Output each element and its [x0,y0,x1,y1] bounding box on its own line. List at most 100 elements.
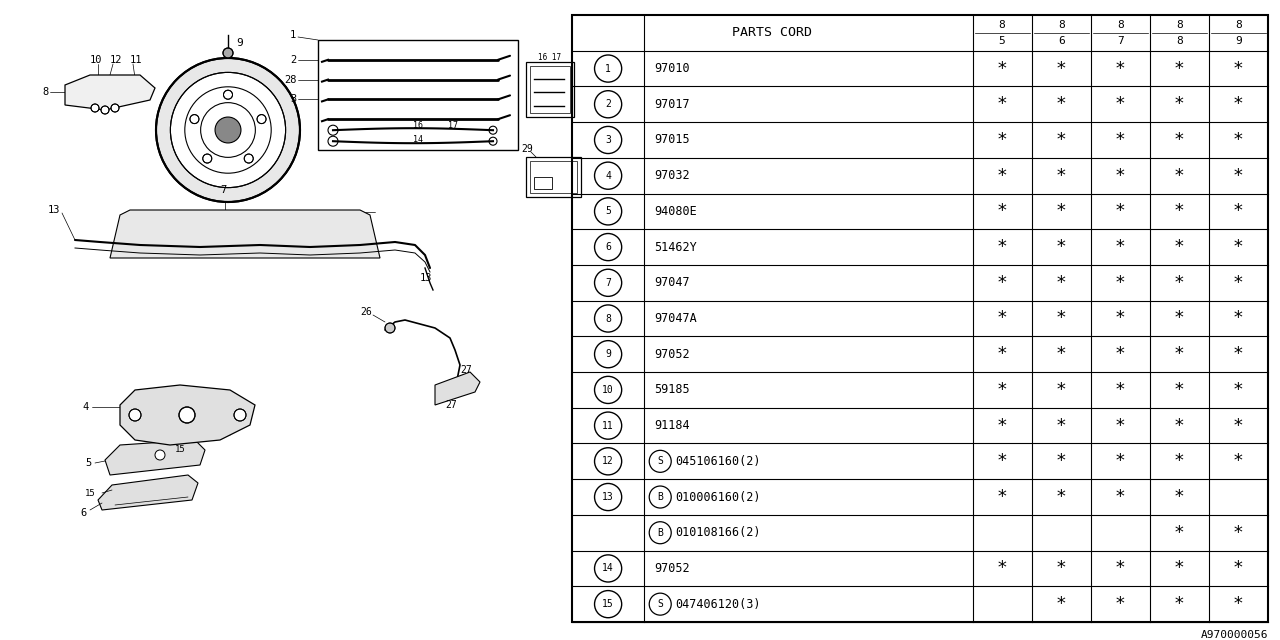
Text: *: * [1056,202,1066,220]
Text: 28: 28 [284,75,297,84]
Circle shape [385,323,396,333]
Text: *: * [1115,559,1125,577]
Text: 97017: 97017 [654,98,690,111]
Text: 16 17: 16 17 [539,52,562,61]
Text: 11: 11 [131,55,142,65]
Text: *: * [997,238,1007,256]
Text: *: * [997,345,1007,364]
Text: A970000056: A970000056 [1201,630,1268,640]
Text: *: * [1056,60,1066,77]
Text: 17: 17 [448,122,458,131]
Circle shape [170,72,285,188]
Polygon shape [110,210,380,258]
Text: *: * [1174,60,1185,77]
Text: *: * [997,166,1007,185]
Text: *: * [1233,202,1244,220]
Text: 8: 8 [998,20,1006,30]
Polygon shape [65,75,155,110]
Text: 10: 10 [602,385,614,395]
Circle shape [111,104,119,112]
Text: *: * [1056,381,1066,399]
Bar [526,157,581,197]
Text: 13: 13 [420,273,433,283]
Text: 8: 8 [605,314,611,323]
Bar [317,40,518,150]
Polygon shape [120,385,255,445]
Text: 4: 4 [605,171,611,180]
Text: 15: 15 [602,599,614,609]
Text: *: * [997,60,1007,77]
Text: *: * [997,381,1007,399]
Text: *: * [1233,131,1244,149]
Text: *: * [1174,524,1185,541]
Text: *: * [1056,559,1066,577]
Bar [530,66,570,113]
Text: *: * [1056,310,1066,328]
Text: *: * [1174,274,1185,292]
Text: S: S [658,599,663,609]
Text: 8: 8 [1176,36,1183,45]
Text: *: * [1233,310,1244,328]
Text: *: * [1115,345,1125,364]
Text: 97047A: 97047A [654,312,698,325]
Bar [530,161,577,193]
Text: *: * [1115,417,1125,435]
Text: 27: 27 [445,400,457,410]
Circle shape [179,407,195,423]
Text: *: * [1233,95,1244,113]
Text: *: * [1115,310,1125,328]
Text: 6: 6 [1057,36,1065,45]
Bar [526,62,573,117]
Text: 1: 1 [291,30,296,40]
Text: 12: 12 [110,55,123,65]
Text: 16: 16 [413,122,422,131]
Text: 12: 12 [602,456,614,467]
Text: 9: 9 [236,38,243,48]
Circle shape [189,115,198,124]
Text: 5: 5 [998,36,1006,45]
Circle shape [224,90,233,99]
Circle shape [156,58,300,202]
Text: 3: 3 [605,135,611,145]
Text: 8: 8 [1057,20,1065,30]
Text: *: * [1233,274,1244,292]
Text: 11: 11 [602,420,614,431]
Text: *: * [1115,202,1125,220]
Text: 010006160(2): 010006160(2) [676,490,760,504]
Text: 047406120(3): 047406120(3) [676,598,760,611]
Polygon shape [105,440,205,475]
Circle shape [234,409,246,421]
Text: *: * [1056,166,1066,185]
Circle shape [223,48,233,58]
Text: *: * [1056,488,1066,506]
Text: *: * [997,131,1007,149]
Text: *: * [1174,202,1185,220]
Text: 2: 2 [605,99,611,109]
Text: *: * [997,559,1007,577]
Text: *: * [1174,559,1185,577]
Circle shape [155,450,165,460]
Text: *: * [1115,452,1125,470]
Text: *: * [1115,131,1125,149]
Text: *: * [997,452,1007,470]
Text: *: * [1115,60,1125,77]
Text: 3: 3 [291,94,296,104]
Text: *: * [1174,310,1185,328]
Text: 97010: 97010 [654,62,690,75]
Text: *: * [997,310,1007,328]
Circle shape [244,154,253,163]
Text: *: * [1115,95,1125,113]
Text: *: * [1056,131,1066,149]
Text: *: * [1233,238,1244,256]
Text: 8: 8 [42,87,49,97]
Circle shape [257,115,266,124]
Text: 14: 14 [413,134,422,143]
Text: *: * [1115,488,1125,506]
Text: 91184: 91184 [654,419,690,432]
Circle shape [215,117,241,143]
Text: 27: 27 [460,365,472,375]
Text: 94080E: 94080E [654,205,698,218]
Polygon shape [99,475,198,510]
Text: *: * [1174,488,1185,506]
Polygon shape [435,372,480,405]
